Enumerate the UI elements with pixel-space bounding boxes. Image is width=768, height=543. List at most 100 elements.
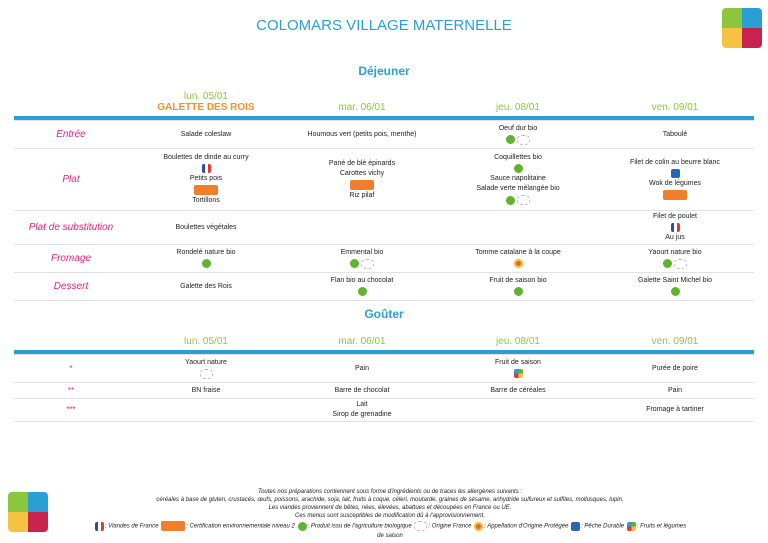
bio-icon (201, 259, 211, 269)
legend: : Viandes de France : Certification envi… (90, 520, 690, 540)
hve-icon (194, 185, 218, 196)
dish-name: Pain (354, 364, 369, 372)
menu-cell: Purée de poire (596, 354, 754, 383)
label-icons (598, 258, 752, 270)
logo-footer (8, 492, 48, 532)
origine-france-icon (361, 258, 374, 269)
table-row: * Yaourt nature Pain Fruit de saison Purée d… (14, 354, 754, 383)
menu-cell: Barre de chocolat (284, 382, 440, 399)
menu-cell: Galette Saint Michel bio (596, 272, 754, 302)
menu-cell (440, 398, 596, 422)
label-icons (130, 184, 282, 196)
menu-cell: Lait Sirop de grenadine (284, 398, 440, 422)
dish-name: Fromage à tartiner (646, 406, 704, 413)
day-header: jeu. 08/01 (440, 328, 596, 350)
origine-france-icon (517, 195, 530, 206)
hve-icon (350, 179, 374, 190)
row-label: Plat (14, 148, 128, 211)
header-row: lun. 05/01 mar. 06/01 jeu. 08/01 ven. 09/01 (14, 328, 754, 350)
bio-icon (513, 163, 523, 173)
label-icons (286, 179, 438, 191)
day-header: lun. 05/01 (128, 328, 284, 350)
hve-icon (663, 190, 687, 201)
dish-name: Pain (667, 386, 682, 394)
label-icons (442, 163, 594, 174)
day-label: lun. 05/01 (184, 336, 228, 347)
menu-cell: Oeuf dur bio (440, 120, 596, 149)
dish-name: Boulettes de dinde au curry (163, 153, 249, 161)
menu-cell (128, 398, 284, 422)
footer-line: Ces menus sont susceptibles de modificat… (295, 513, 485, 519)
bio-icon (350, 259, 359, 269)
dish-name: Flan bio au chocolat (330, 277, 394, 285)
legend-text: : Fruits et légumes de saison (377, 523, 687, 539)
label-icons (598, 189, 752, 201)
bio-icon (506, 195, 515, 205)
menu-cell: BN fraise (128, 382, 284, 399)
menu-cell: Houmous vert (petits pois, menthe) (284, 120, 440, 149)
dish-name: Fruit de saison (495, 358, 541, 366)
day-header: jeu. 08/01 (440, 86, 596, 116)
row-label: Dessert (14, 272, 128, 302)
dish-name: Tomme catalane à la coupe (475, 249, 561, 257)
bio-icon (357, 287, 367, 297)
label-icons (130, 258, 282, 269)
menu-cell: Barre de céréales (440, 382, 596, 399)
dish-name: Salade verte mélangée bio (476, 185, 560, 193)
dish-name: Galette des Rois (180, 282, 232, 290)
menu-cell: Taboulé (596, 120, 754, 149)
legend-text: : Origine France (428, 523, 472, 530)
label-icons (598, 222, 752, 233)
viandes-de-france-icon (94, 521, 104, 531)
section-title-gouter: Goûter (364, 307, 404, 321)
page-title: COLOMARS VILLAGE MATERNELLE (256, 17, 512, 34)
peche-durable-icon (571, 521, 581, 531)
menu-cell: Filet de colin au beurre blanc Wok de lég… (596, 148, 754, 211)
viandes-de-france-icon (201, 163, 211, 173)
day-label: lun. 05/01 (184, 91, 228, 102)
label-icons (130, 368, 282, 380)
menu-cell: Pain (284, 354, 440, 383)
day-header: ven. 09/01 (596, 86, 754, 116)
menu-cell: Galette des Rois (128, 272, 284, 302)
dish-name: Carottes vichy (339, 169, 385, 177)
menu-cell: Flan bio au chocolat (284, 272, 440, 302)
menu-cell: Rondelé nature bio (128, 244, 284, 274)
legend-text: : Viandes de France (104, 523, 159, 530)
menu-cell: Filet de poulet Au jus (596, 210, 754, 246)
table-row: ** BN fraise Barre de chocolat Barre de cér… (14, 382, 754, 399)
row-label: * (14, 354, 128, 383)
dish-name: Barre de chocolat (334, 386, 390, 394)
label-icons (598, 286, 752, 297)
legend-text: : Pêche Durable (581, 523, 625, 530)
blue-bar (14, 350, 754, 355)
dish-name: Barre de céréales (490, 386, 546, 394)
row-label: Entrée (14, 120, 128, 149)
aop-icon (474, 521, 484, 531)
bio-icon (663, 259, 672, 269)
table-row: Dessert Galette des Rois Flan bio au choco… (14, 272, 754, 302)
bio-icon (297, 521, 307, 531)
bio-icon (670, 287, 680, 297)
day-subtitle: GALETTE DES ROIS (157, 102, 255, 113)
saison-icon (513, 368, 523, 378)
menu-cell: Fruit de saison bio (440, 272, 596, 302)
saison-icon (626, 521, 636, 531)
section-title-dejeuner: Déjeuner (358, 64, 410, 78)
origine-france-icon (414, 521, 428, 531)
menu-cell: Yaourt nature bio (596, 244, 754, 274)
peche-durable-icon (670, 168, 680, 178)
header-empty (14, 86, 128, 116)
menu-cell: Fruit de saison (440, 354, 596, 383)
dish-name: Yaourt nature bio (648, 248, 702, 256)
day-label: mar. 06/01 (338, 336, 386, 347)
dish-name: Au jus (665, 234, 685, 242)
label-icons (130, 163, 282, 174)
dish-name: Salade coleslaw (180, 130, 232, 138)
row-label: Fromage (14, 244, 128, 274)
dish-name: Petits pois (189, 175, 223, 183)
label-icons (442, 134, 594, 146)
day-header: lun. 05/01 GALETTE DES ROIS (128, 86, 284, 116)
logo (722, 8, 762, 48)
